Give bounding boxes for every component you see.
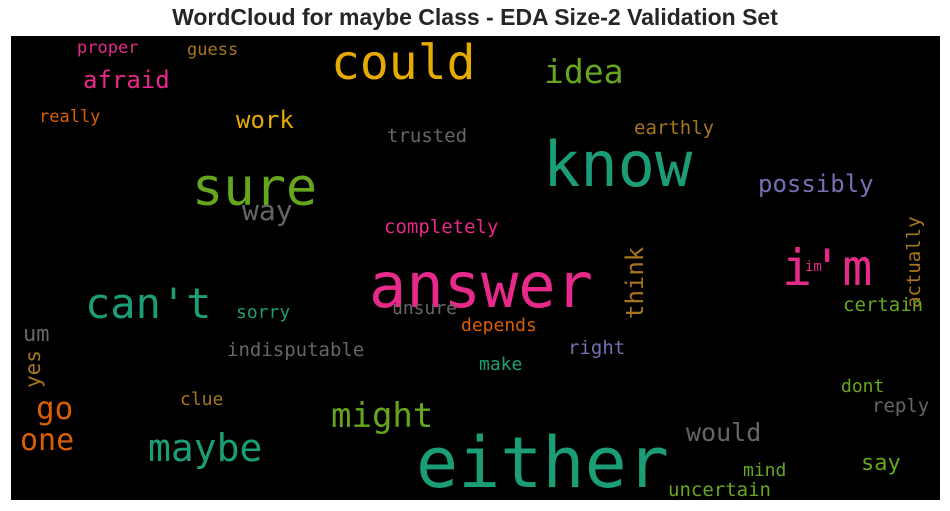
word-idea: idea xyxy=(544,52,623,91)
word-would: would xyxy=(686,418,761,447)
word-mind: mind xyxy=(743,460,786,481)
word-work: work xyxy=(236,106,294,134)
word-sorry: sorry xyxy=(236,302,290,323)
word-way: way xyxy=(242,194,293,227)
chart-title: WordCloud for maybe Class - EDA Size-2 V… xyxy=(172,4,778,30)
word-really: really xyxy=(39,107,100,127)
word-say: say xyxy=(861,451,901,476)
word-trusted: trusted xyxy=(387,125,467,147)
word-indisputable: indisputable xyxy=(227,339,364,361)
word-clue: clue xyxy=(180,389,223,410)
word-go: go xyxy=(36,391,73,427)
word-um: um xyxy=(23,322,50,347)
word-completely: completely xyxy=(384,216,498,238)
word-possibly: possibly xyxy=(758,170,874,198)
word-make: make xyxy=(479,354,522,375)
word-i-m: i'm xyxy=(782,239,872,297)
word-answer: answer xyxy=(369,249,593,322)
word-maybe: maybe xyxy=(148,426,262,470)
word-actually: actually xyxy=(903,216,925,308)
word-uncertain: uncertain xyxy=(668,479,771,500)
word-proper: proper xyxy=(77,38,138,58)
word-unsure: unsure xyxy=(392,298,457,319)
word-might: might xyxy=(331,396,433,436)
word-earthly: earthly xyxy=(634,117,714,139)
word-afraid: afraid xyxy=(83,66,170,94)
word-right: right xyxy=(568,337,625,359)
word-dont: dont xyxy=(841,376,884,397)
word-guess: guess xyxy=(187,40,238,60)
wordcloud-canvas: either answer know sure could i'm can't maybe mi… xyxy=(11,36,940,500)
word-yes: yes xyxy=(21,350,45,388)
word-think: think xyxy=(621,246,649,319)
word-could: could xyxy=(331,36,476,91)
word-sure: sure xyxy=(192,158,317,218)
word-know: know xyxy=(543,128,693,201)
word-either: either xyxy=(416,422,669,500)
word-depends: depends xyxy=(461,315,537,336)
word-im: im xyxy=(805,259,822,275)
word-can-t: can't xyxy=(85,279,211,328)
word-certain: certain xyxy=(843,294,923,316)
word-one: one xyxy=(20,423,74,458)
word-reply: reply xyxy=(872,395,929,417)
